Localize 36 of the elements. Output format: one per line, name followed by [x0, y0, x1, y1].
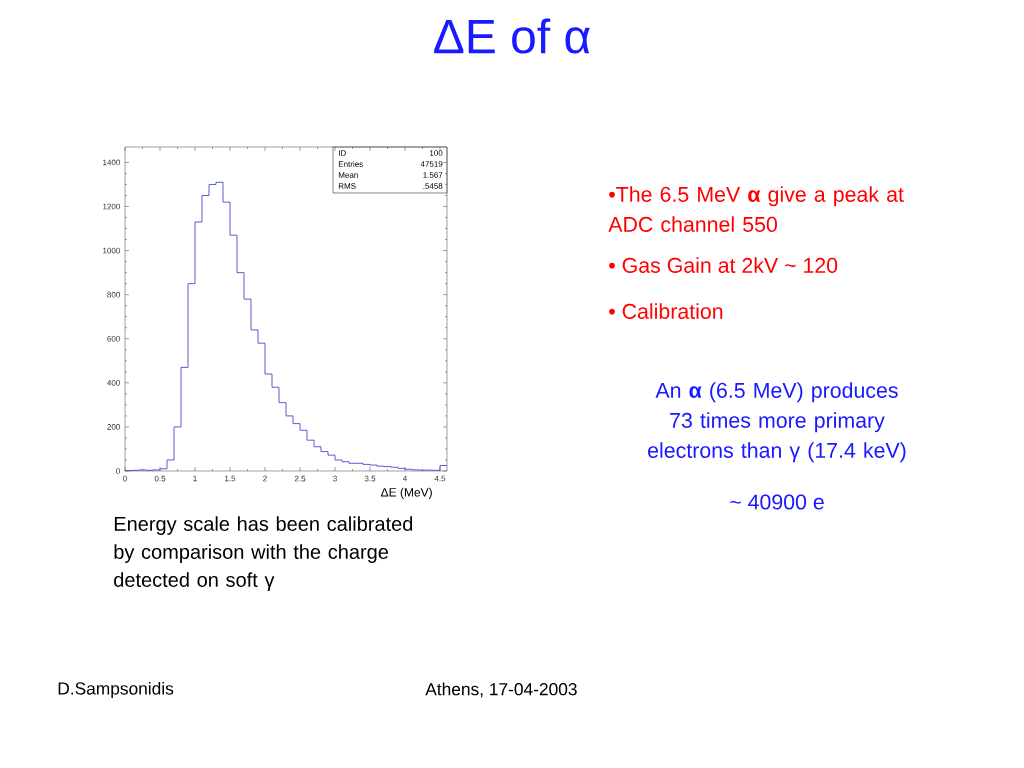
annotation: 1.567 [423, 172, 443, 178]
y-tick-label: 1000 [103, 247, 120, 254]
text: An α (6.5 MeV) produces 73 times more primary electrons than γ (17.4 keV) [648, 382, 906, 463]
text: • Calibration [609, 303, 723, 319]
x-tick-label: 4 [402, 475, 407, 482]
x-tick-label: 3.5 [364, 475, 376, 482]
x-tick-label: 0.5 [154, 475, 166, 482]
chart-title: ΔE of α [434, 18, 590, 54]
annotation: Mean [338, 172, 358, 178]
x-tick-label: 2 [263, 475, 267, 482]
y-tick-label: 1400 [103, 159, 120, 166]
text: Energy scale has been calibrated by comparison with the charge detected on soft γ [114, 516, 413, 591]
text: ~ 40900 e [730, 494, 824, 510]
x-tick-label: 2.5 [294, 475, 306, 482]
x-axis-title: ΔE (MeV) [380, 487, 432, 499]
y-tick-label: 800 [107, 291, 120, 298]
x-tick-label: 1.5 [225, 475, 236, 482]
x-tick-label: 3 [333, 475, 337, 482]
y-tick-label: 200 [107, 424, 120, 430]
y-tick-label: 600 [107, 335, 120, 342]
x-tick-label: 4.5 [434, 475, 446, 482]
text: •The 6.5 MeV α give a peak at ADC channel 550 [608, 186, 904, 232]
annotation: 100 [430, 150, 443, 156]
y-tick-label: 0 [116, 468, 120, 474]
text: D.Sampsonidis [58, 681, 174, 699]
x-tick-label: 0 [123, 475, 127, 482]
text: Athens, 17-04-2003 [425, 682, 577, 698]
annotation: 47519 [420, 161, 443, 167]
annotation: Entries [338, 161, 363, 167]
annotation: .5458 [423, 183, 443, 189]
text: • Gas Gain at 2kV ~ 120 [609, 257, 838, 273]
annotation: RMS [338, 183, 356, 189]
x-tick-label: 1 [193, 475, 197, 482]
annotation: ID [339, 150, 346, 156]
y-tick-label: 1200 [103, 203, 120, 210]
y-tick-label: 400 [107, 380, 120, 386]
